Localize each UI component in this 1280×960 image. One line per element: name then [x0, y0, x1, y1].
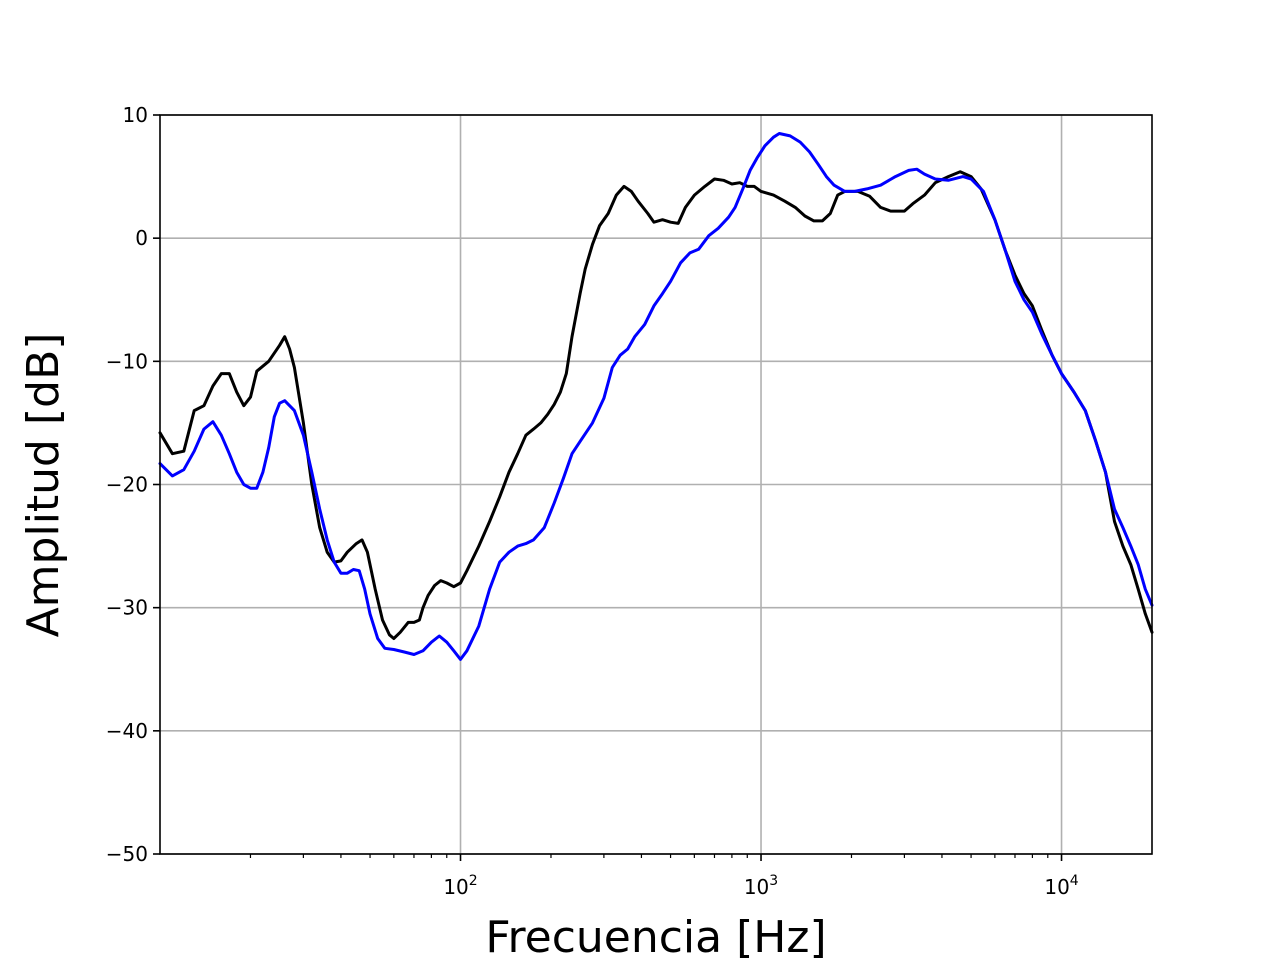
y-tick-label: −50 [106, 842, 148, 866]
ticks: 102 103 104 10 0 −10 −20 −30 −40 −50 [106, 103, 1079, 899]
y-axis-title: Amplitud [dB] [18, 333, 69, 638]
y-tick-label: 10 [123, 103, 148, 127]
y-tick-label: −40 [106, 719, 148, 743]
y-tick-label: 0 [135, 226, 148, 250]
x-tick-label: 103 [744, 873, 778, 899]
y-tick-label: −20 [106, 473, 148, 497]
x-axis-title: Frecuencia [Hz] [485, 912, 826, 960]
y-tick-label: −10 [106, 349, 148, 373]
series-line-2 [158, 132, 1154, 661]
series-layer [158, 132, 1154, 661]
x-tick-label: 104 [1044, 873, 1078, 899]
series-line-1 [158, 170, 1154, 640]
y-tick-label: −30 [106, 596, 148, 620]
x-tick-label: 102 [443, 873, 477, 899]
